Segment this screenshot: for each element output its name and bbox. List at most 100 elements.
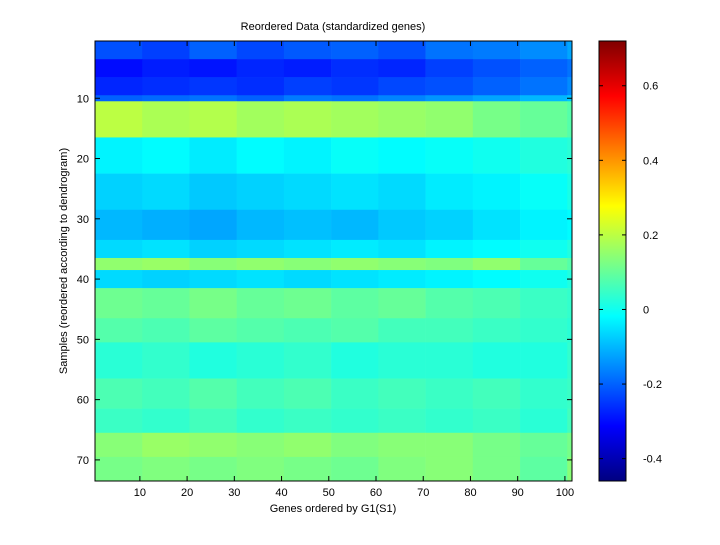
heatmap-cell [378,59,426,78]
colorbar-tick-label: 0.2 [643,230,658,242]
y-tick-label: 70 [77,455,89,467]
heatmap-cell [378,408,426,434]
heatmap-cell [95,239,143,259]
heatmap-cell [189,270,237,289]
heatmap-cell [472,95,521,102]
heatmap-cell [95,432,143,458]
heatmap-cell [236,270,285,289]
heatmap-cell [331,408,379,434]
colorbar-tick-label: 0.6 [643,81,658,93]
heatmap-cell [472,378,521,409]
heatmap-cell [378,173,426,211]
heatmap-cell [331,101,379,138]
heatmap-cell [425,378,474,409]
heatmap-cell [425,41,474,60]
heatmap-cell [425,209,474,241]
heatmap-cell [331,41,379,60]
heatmap-cell [236,432,285,458]
heatmap-cell [331,378,379,409]
heatmap-cell [472,101,521,138]
x-tick-label: 20 [181,487,193,499]
heatmap-cell [189,41,237,60]
x-tick-label: 100 [556,487,574,499]
heatmap-cell [425,173,474,211]
heatmap-cell [283,378,332,409]
heatmap-cell [520,239,568,259]
heatmap-cell [425,77,474,96]
heatmap-cell [189,257,237,271]
heatmap-cell [472,288,521,319]
heatmap-cell [378,257,426,271]
x-tick-label: 70 [417,487,429,499]
heatmap-cell [378,378,426,409]
heatmap-cell [425,59,474,78]
heatmap-cell [425,270,474,289]
y-axis-label: Samples (reordered according to dendrogr… [58,148,70,374]
heatmap-cell [189,239,237,259]
heatmap-cell [567,41,573,60]
heatmap-cell [142,95,190,102]
heatmap-cell [567,432,573,458]
heatmap-cell [95,77,143,96]
heatmap-cell [142,342,190,379]
heatmap-cell [95,101,143,138]
heatmap-cell [142,318,190,343]
heatmap-cell [520,270,568,289]
heatmap-cell [142,456,190,482]
colorbar-tick-label: 0 [643,304,649,316]
heatmap-cell [95,257,143,271]
heatmap-cell [425,137,474,174]
heatmap-cell [95,41,143,60]
heatmap-cell [283,209,332,241]
heatmap-cell [378,318,426,343]
heatmap-cell [425,456,474,482]
heatmap-cell [567,137,573,174]
heatmap-cell [189,209,237,241]
heatmap-cell [95,173,143,211]
heatmap-cell [236,342,285,379]
heatmap-cell [236,257,285,271]
heatmap-cell [236,288,285,319]
heatmap-cell [567,101,573,138]
heatmap-cell [520,101,568,138]
plot-frame [94,40,573,482]
heatmap-cell [331,173,379,211]
y-tick-label: 20 [77,154,89,166]
heatmap-cell [567,456,573,482]
heatmap-cell [472,77,521,96]
heatmap-cell [142,137,190,174]
heatmap-cell [95,342,143,379]
heatmap-cell [142,270,190,289]
heatmap-cell [189,101,237,138]
heatmap-cell [236,408,285,434]
heatmap-cell [472,342,521,379]
heatmap-cell [236,101,285,138]
heatmap-cell [472,318,521,343]
x-tick-label: 30 [228,487,240,499]
x-axis-label: Genes ordered by G1(S1) [270,503,397,515]
y-tick-label: 10 [77,93,89,105]
heatmap-cell [520,59,568,78]
heatmap-cell [283,257,332,271]
heatmap-cell [283,59,332,78]
heatmap-cell [95,288,143,319]
heatmap-cell [520,378,568,409]
heatmap-cell [95,456,143,482]
heatmap-cell [236,209,285,241]
heatmap-cell [567,77,573,96]
heatmap-cell [472,137,521,174]
x-tick-label: 40 [275,487,287,499]
heatmap-cell [472,432,521,458]
x-tick-label: 60 [370,487,382,499]
heatmap-cell [378,288,426,319]
heatmap-cell [189,318,237,343]
heatmap-cell [283,408,332,434]
heatmap-cell [283,288,332,319]
heatmap-cell [142,59,190,78]
heatmap-cell [142,408,190,434]
heatmap-cell [142,41,190,60]
heatmap-cell [520,456,568,482]
heatmap-cell [567,59,573,78]
heatmap-cell [283,239,332,259]
colorbar-tick-label: -0.4 [643,454,662,466]
